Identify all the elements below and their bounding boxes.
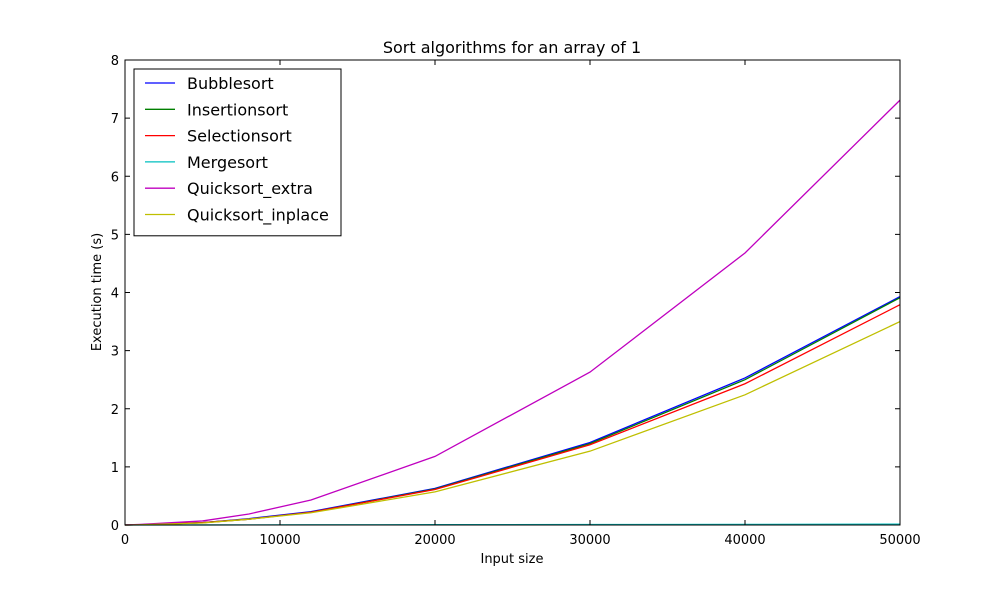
- legend-label-quicksort-extra: Quicksort_extra: [187, 179, 313, 199]
- x-axis-label: Input size: [480, 552, 543, 567]
- x-axis: 0 10000 20000 30000 40000 50000: [121, 60, 921, 548]
- legend: Bubblesort Insertionsort Selectionsort Merg…: [133, 68, 342, 237]
- y-axis: 0 1 2 3 4 5 6 7 8: [111, 54, 900, 534]
- y-tick-label: 3: [111, 345, 119, 360]
- y-tick-label: 2: [111, 403, 119, 418]
- x-tick-label: 20000: [414, 533, 455, 548]
- legend-label-mergesort: Mergesort: [187, 153, 268, 172]
- x-tick-label: 10000: [259, 533, 300, 548]
- series-line-bubblesort: [124, 295, 901, 526]
- series-line-quicksort-extra: [124, 99, 901, 526]
- x-tick-label: 50000: [879, 533, 920, 548]
- series-line-insertionsort: [124, 297, 901, 526]
- legend-label-insertionsort: Insertionsort: [187, 100, 288, 119]
- series-line-quicksort-inplace: [124, 320, 901, 526]
- chart-title: Sort algorithms for an array of 1: [383, 38, 641, 57]
- y-tick-label: 5: [111, 228, 119, 243]
- y-tick-label: 0: [111, 519, 119, 534]
- x-tick-label: 40000: [724, 533, 765, 548]
- legend-box: [133, 68, 342, 237]
- legend-label-quicksort-inplace: Quicksort_inplace: [187, 206, 329, 226]
- y-tick-label: 6: [111, 170, 119, 185]
- x-tick-label: 30000: [569, 533, 610, 548]
- legend-label-bubblesort: Bubblesort: [187, 74, 274, 93]
- legend-label-selectionsort: Selectionsort: [187, 127, 292, 146]
- y-tick-label: 8: [111, 54, 119, 69]
- y-tick-label: 4: [111, 287, 119, 302]
- y-tick-label: 7: [111, 112, 119, 127]
- y-tick-label: 1: [111, 461, 119, 476]
- y-axis-label: Execution time (s): [90, 233, 105, 351]
- x-tick-label: 0: [121, 533, 129, 548]
